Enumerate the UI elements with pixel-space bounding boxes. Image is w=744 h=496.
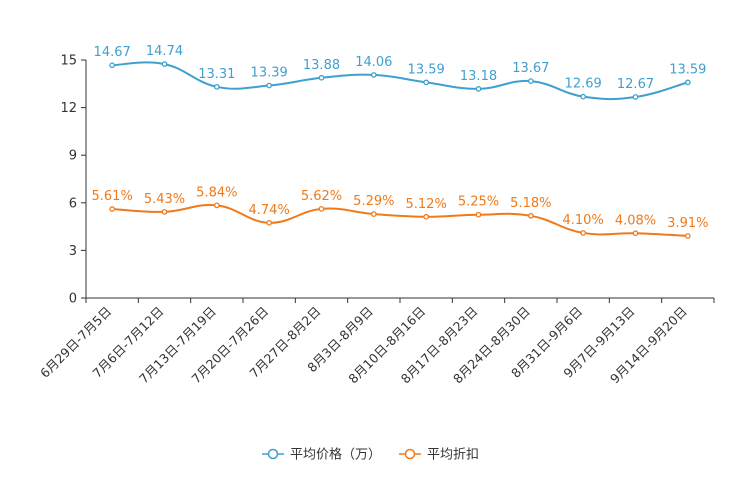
data-label: 4.08% (615, 213, 656, 228)
series-avg-price: 14.67 14.74 13.31 13.39 13.88 14.06 13.59 13.18… (94, 44, 706, 101)
data-label: 4.10% (563, 213, 604, 228)
data-label: 13.67 (512, 61, 549, 76)
data-point (580, 230, 587, 236)
series-line (112, 203, 688, 237)
legend-item-avg-price[interactable]: 平均价格（万） (262, 447, 381, 463)
data-label: 5.84% (196, 185, 237, 200)
chart-legend[interactable]: 平均价格（万） 平均折扣 (262, 447, 479, 463)
series-line (112, 61, 689, 101)
data-point (684, 233, 691, 239)
data-point (423, 79, 430, 86)
chart-series: 14.67 14.74 13.31 13.39 13.88 14.06 13.59 13.18… (92, 44, 708, 239)
data-point (318, 74, 325, 81)
data-label: 5.18% (510, 196, 551, 211)
data-point (632, 94, 639, 100)
data-point (684, 79, 691, 86)
data-label: 5.25% (458, 195, 499, 210)
data-label: 13.18 (460, 69, 497, 84)
data-point (266, 82, 273, 89)
data-point (213, 202, 220, 209)
data-point (632, 230, 639, 237)
data-label: 5.43% (144, 192, 185, 207)
data-label: 14.67 (94, 45, 131, 60)
y-tick-label: 15 (60, 54, 77, 69)
data-label: 13.39 (251, 66, 288, 81)
data-point (475, 211, 482, 218)
series-avg-discount: 5.61% 5.43% 5.84% 4.74% 5.62% 5.29% 5.12% 5.25%… (92, 185, 708, 239)
data-point (370, 211, 377, 217)
legend-marker-icon (267, 448, 279, 460)
legend-label: 平均价格（万） (290, 447, 381, 463)
data-point (580, 93, 587, 100)
data-point (161, 208, 168, 215)
data-point (527, 212, 534, 219)
y-tick-label: 12 (60, 101, 77, 116)
data-label: 12.69 (565, 77, 602, 92)
data-point (527, 78, 534, 84)
y-tick-label: 0 (69, 292, 77, 307)
data-label: 3.91% (667, 216, 708, 231)
data-label: 4.74% (249, 203, 290, 218)
data-label: 12.67 (617, 77, 654, 92)
y-tick-label: 9 (69, 149, 77, 164)
data-point (370, 72, 377, 78)
data-point (475, 86, 482, 92)
data-label: 14.06 (355, 55, 392, 70)
data-point (318, 205, 325, 212)
data-point (109, 62, 116, 69)
data-label: 5.12% (406, 197, 447, 212)
y-tick-label: 6 (69, 196, 77, 211)
data-label: 5.29% (353, 194, 394, 209)
data-point (266, 219, 273, 226)
data-point (109, 206, 116, 212)
data-label: 14.74 (146, 44, 183, 59)
legend-item-avg-discount[interactable]: 平均折扣 (399, 448, 479, 463)
data-label: 5.61% (92, 189, 133, 204)
data-point (161, 61, 168, 67)
data-label: 5.62% (301, 189, 342, 204)
legend-marker-icon (404, 448, 416, 460)
legend-label: 平均折扣 (427, 448, 479, 463)
chart-axes: 036912156月29日-7月5日7月6日-7月12日7月13日-7月19日7… (37, 54, 715, 386)
data-point (213, 83, 220, 90)
y-tick-label: 3 (69, 244, 77, 259)
data-point (423, 213, 430, 220)
data-label: 13.88 (303, 58, 340, 73)
data-label: 13.31 (198, 67, 235, 82)
data-label: 13.59 (669, 62, 706, 77)
data-label: 13.59 (408, 62, 445, 77)
